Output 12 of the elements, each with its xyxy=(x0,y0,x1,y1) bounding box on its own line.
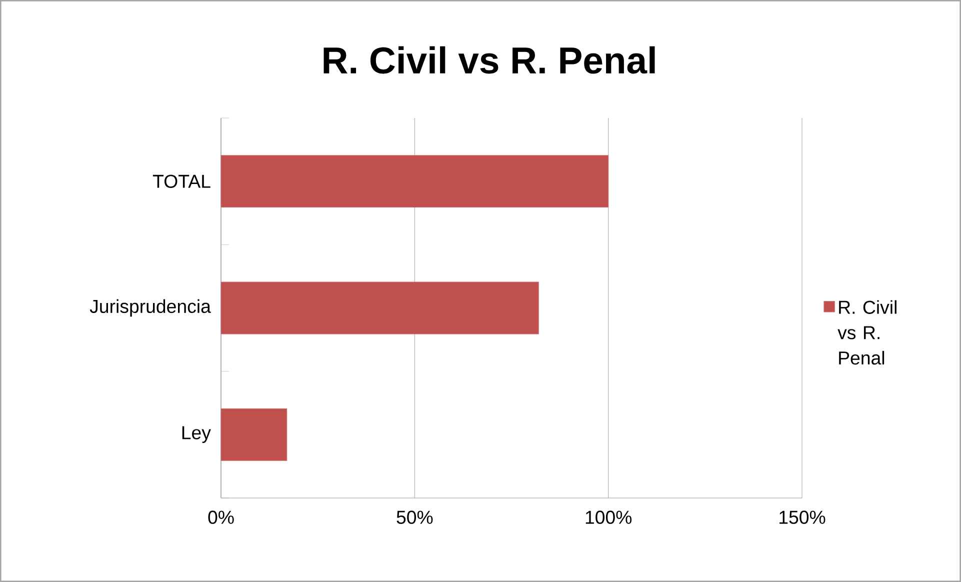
x-tick-label: 50% xyxy=(396,510,433,524)
x-tick-label: 100% xyxy=(586,510,632,524)
x-tick-label: 150% xyxy=(780,510,826,524)
bar xyxy=(220,282,539,334)
bar xyxy=(220,155,609,208)
bar xyxy=(220,408,288,461)
chart-title: R. Civil vs R. Penal xyxy=(324,46,655,74)
x-tick-label: 0% xyxy=(208,510,234,524)
y-tick-label: TOTAL xyxy=(152,174,210,188)
y-tick-label: Jurisprudencia xyxy=(90,299,211,317)
y-tick-label: Ley xyxy=(182,426,211,444)
legend-label: R. Civil vs R. Penal xyxy=(838,300,896,365)
